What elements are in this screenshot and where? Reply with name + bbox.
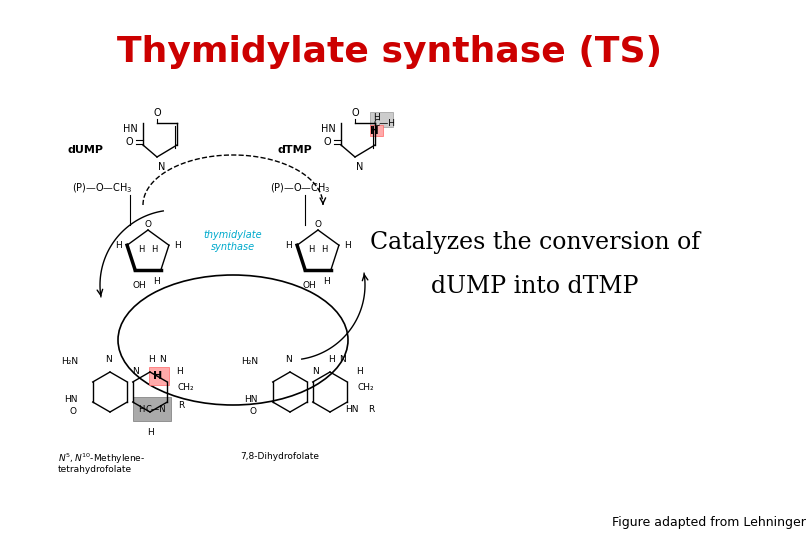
Text: N: N bbox=[356, 162, 364, 172]
Text: HN: HN bbox=[322, 124, 336, 134]
Text: C—H: C—H bbox=[373, 118, 395, 127]
Text: H: H bbox=[148, 355, 155, 364]
Text: H: H bbox=[138, 404, 144, 414]
Text: dUMP: dUMP bbox=[67, 145, 103, 155]
FancyBboxPatch shape bbox=[370, 112, 393, 127]
Text: O: O bbox=[352, 108, 359, 118]
Text: H: H bbox=[323, 278, 330, 286]
Text: H: H bbox=[153, 278, 160, 286]
Text: H: H bbox=[174, 241, 181, 249]
Text: $N^5, N^{10}$-Methylene-: $N^5, N^{10}$-Methylene- bbox=[58, 452, 145, 467]
Text: H: H bbox=[151, 245, 158, 254]
Text: O: O bbox=[249, 408, 256, 416]
Text: H: H bbox=[153, 371, 163, 381]
FancyBboxPatch shape bbox=[133, 397, 171, 421]
Text: N: N bbox=[132, 368, 139, 376]
Text: dUMP into dTMP: dUMP into dTMP bbox=[431, 275, 638, 298]
Text: H: H bbox=[328, 355, 335, 364]
Text: H₂N: H₂N bbox=[241, 357, 258, 367]
Text: HN: HN bbox=[123, 124, 138, 134]
Text: OH: OH bbox=[132, 281, 146, 289]
Text: H: H bbox=[139, 245, 145, 254]
Text: H: H bbox=[356, 368, 363, 376]
Text: HN: HN bbox=[65, 395, 78, 404]
Text: N: N bbox=[104, 355, 111, 364]
Text: O: O bbox=[323, 137, 331, 147]
FancyBboxPatch shape bbox=[149, 367, 169, 385]
Text: H₂N: H₂N bbox=[61, 357, 78, 367]
Text: O: O bbox=[126, 137, 133, 147]
Text: N: N bbox=[312, 368, 319, 376]
Text: N: N bbox=[339, 355, 345, 364]
Text: HN: HN bbox=[245, 395, 258, 404]
Text: N: N bbox=[158, 162, 166, 172]
Text: thymidylate
synthase: thymidylate synthase bbox=[203, 230, 262, 252]
Text: O: O bbox=[144, 220, 151, 229]
Text: H: H bbox=[147, 428, 153, 437]
Text: R: R bbox=[178, 402, 184, 410]
Text: HN: HN bbox=[345, 406, 359, 415]
Text: H: H bbox=[115, 241, 122, 249]
Text: $\mathregular{(P)}$—O—CH$_3$: $\mathregular{(P)}$—O—CH$_3$ bbox=[270, 181, 330, 195]
Text: CH₂: CH₂ bbox=[358, 383, 374, 393]
Text: H: H bbox=[309, 245, 314, 254]
FancyBboxPatch shape bbox=[370, 125, 383, 136]
Text: H: H bbox=[344, 241, 351, 249]
Text: R: R bbox=[368, 406, 374, 415]
Text: $\mathregular{(P)}$—O—CH$_3$: $\mathregular{(P)}$—O—CH$_3$ bbox=[72, 181, 133, 195]
Text: Thymidylate synthase (TS): Thymidylate synthase (TS) bbox=[117, 35, 663, 69]
Text: N: N bbox=[159, 355, 165, 364]
Text: Catalyzes the conversion of: Catalyzes the conversion of bbox=[369, 232, 700, 254]
Text: H: H bbox=[176, 368, 183, 376]
Text: tetrahydrofolate: tetrahydrofolate bbox=[58, 465, 132, 474]
Text: C—N: C—N bbox=[146, 404, 167, 414]
Text: 7,8-Dihydrofolate: 7,8-Dihydrofolate bbox=[240, 452, 319, 461]
Text: CH₂: CH₂ bbox=[178, 383, 194, 393]
Text: H: H bbox=[370, 126, 379, 137]
Text: O: O bbox=[314, 220, 322, 229]
Text: H: H bbox=[373, 113, 380, 123]
Text: O: O bbox=[69, 408, 76, 416]
Text: dTMP: dTMP bbox=[278, 145, 313, 155]
Text: H: H bbox=[322, 245, 328, 254]
Text: OH: OH bbox=[302, 281, 316, 289]
Text: H: H bbox=[285, 241, 292, 249]
Text: N: N bbox=[284, 355, 292, 364]
Text: O: O bbox=[153, 108, 161, 118]
Text: Figure adapted from Lehninger: Figure adapted from Lehninger bbox=[612, 516, 806, 529]
